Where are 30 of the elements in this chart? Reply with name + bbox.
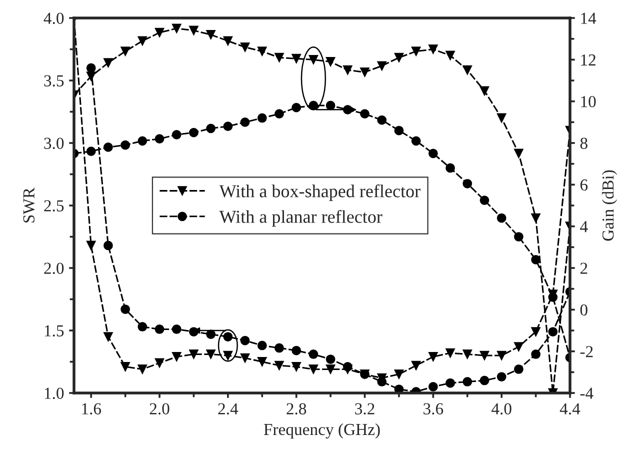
- y-tick-label: 4.0: [44, 12, 64, 24]
- y-tick-label: 3.5: [44, 75, 64, 87]
- y2-tick-label: 12: [581, 54, 596, 66]
- y2-tick-label: 6: [580, 179, 588, 191]
- y2-tick-label: 4: [580, 221, 588, 232]
- y2-tick-label: 8: [580, 138, 588, 149]
- x-tick-label: 1.6: [82, 403, 102, 415]
- x-tick-label: 2.0: [150, 403, 170, 415]
- y2-tick-label: 14: [581, 12, 596, 24]
- y-axis-title: SWR: [23, 187, 35, 222]
- legend-label: With a box-shaped reflector: [219, 184, 420, 201]
- x-tick-label: 4.0: [491, 403, 512, 415]
- y2-axis-title: Gain (dBi): [602, 170, 618, 241]
- x-tick-label: 4.4: [560, 403, 580, 415]
- y-tick-label: 1.0: [44, 388, 64, 400]
- y2-tick-label: 10: [581, 96, 596, 108]
- y2-tick-label: -2: [580, 346, 593, 358]
- y2-tick-label: 0: [580, 304, 588, 316]
- y-tick-label: 3.0: [44, 138, 64, 150]
- x-axis-title: Frequency (GHz): [264, 423, 380, 439]
- y2-tick-label: -4: [580, 388, 594, 399]
- y-tick-label: 2.5: [44, 200, 64, 212]
- x-tick-label: 3.2: [355, 403, 374, 415]
- x-tick-label: 2.8: [286, 403, 306, 415]
- x-tick-label: 2.4: [218, 403, 238, 415]
- x-tick-label: 3.6: [424, 403, 444, 415]
- y-tick-label: 2.0: [44, 262, 64, 274]
- y2-tick-label: 2: [580, 262, 588, 274]
- y-tick-label: 1.5: [44, 325, 64, 337]
- legend-label: With a planar reflector: [219, 210, 382, 227]
